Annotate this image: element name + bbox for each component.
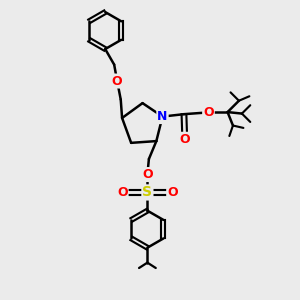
Text: O: O: [112, 74, 122, 88]
Text: O: O: [179, 133, 190, 146]
Text: O: O: [142, 168, 153, 181]
Text: O: O: [203, 106, 214, 118]
Text: O: O: [167, 186, 178, 199]
Text: N: N: [157, 110, 168, 123]
Text: S: S: [142, 185, 152, 200]
Text: O: O: [117, 186, 128, 199]
